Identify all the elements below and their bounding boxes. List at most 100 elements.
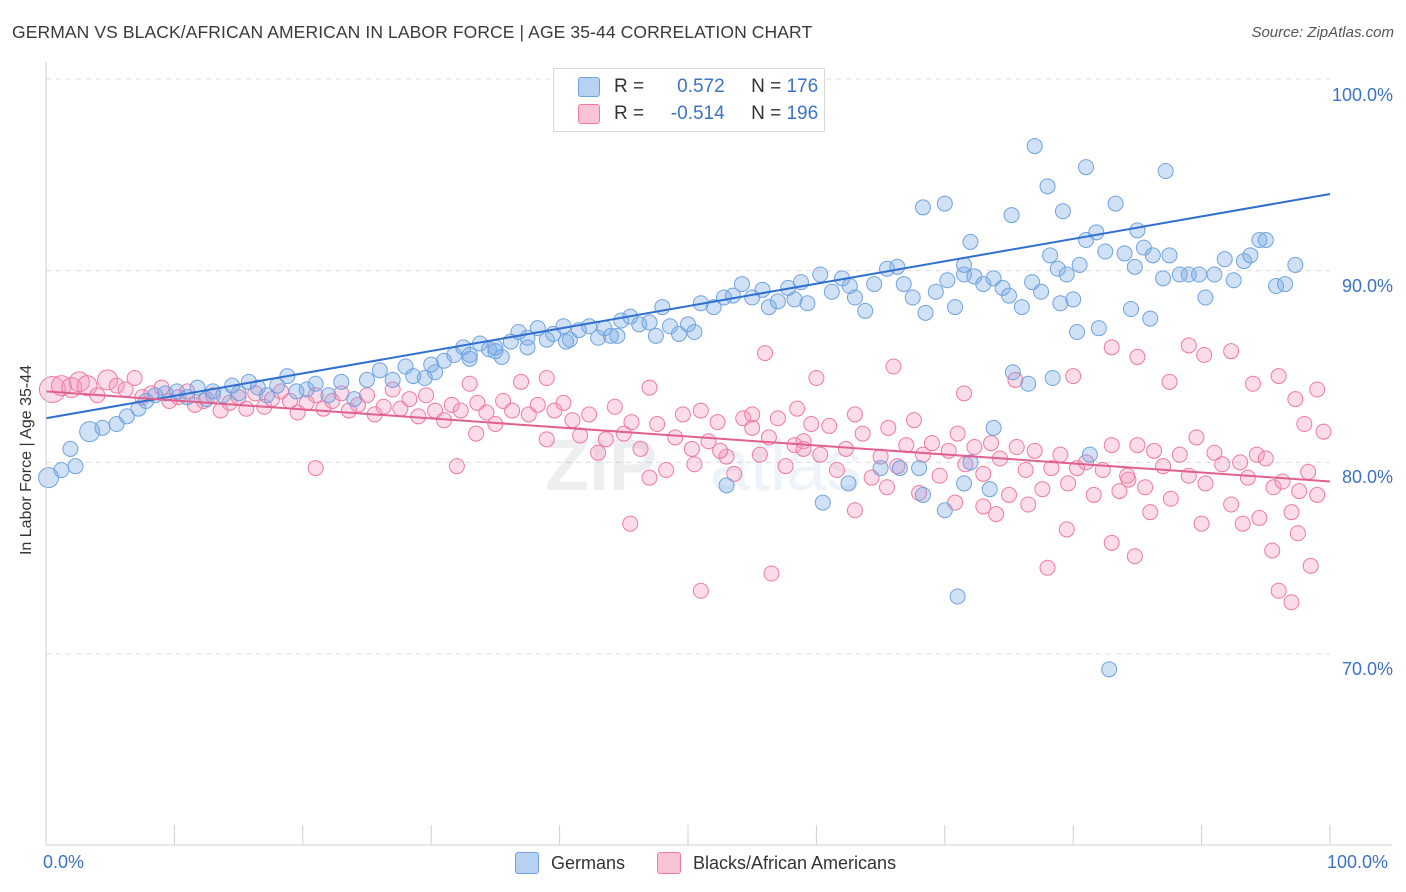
legend-item-germans[interactable]: Germans <box>515 852 625 874</box>
black-point <box>821 417 838 434</box>
german-point <box>62 440 79 457</box>
black-point <box>1197 475 1214 492</box>
german-point <box>590 329 607 346</box>
black-point <box>1296 416 1313 432</box>
german-point <box>823 283 840 300</box>
black-point <box>478 404 495 421</box>
black-point <box>931 467 948 484</box>
german-point <box>1065 291 1082 308</box>
german-point <box>1058 266 1075 283</box>
black-point <box>307 460 324 477</box>
german-point <box>904 289 921 306</box>
german-point <box>631 316 648 333</box>
black-point <box>777 458 794 475</box>
german-point <box>436 352 453 369</box>
german-point <box>705 299 722 316</box>
black-point <box>375 398 392 415</box>
black-point <box>443 396 460 413</box>
german-point <box>1197 289 1214 306</box>
german-point <box>1078 159 1095 176</box>
german-point <box>118 408 135 425</box>
black-point <box>1315 423 1332 440</box>
black-point <box>812 446 829 463</box>
german-point <box>914 486 931 503</box>
black-point <box>1171 446 1188 463</box>
black-point <box>1001 486 1017 503</box>
zipatlas-watermark: ZIP atlas <box>545 426 862 506</box>
black-point <box>1060 475 1077 492</box>
german-point <box>307 375 324 392</box>
german-point <box>647 327 664 344</box>
legend-r-value-german: 0.572 <box>677 76 725 97</box>
german-point <box>975 276 992 293</box>
black-point <box>1137 479 1154 496</box>
black-point <box>683 440 700 457</box>
black-point <box>1239 469 1256 486</box>
german-point <box>288 383 305 400</box>
german-point <box>914 199 931 216</box>
black-point <box>1264 542 1281 559</box>
german-point <box>1088 224 1105 241</box>
german-point <box>1171 266 1188 283</box>
black-point <box>108 377 125 394</box>
black-point <box>803 416 820 432</box>
legend-swatch-black <box>578 104 600 124</box>
legend-label-germans: Germans <box>551 852 626 873</box>
legend-item-blacks[interactable]: Blacks/African Americans <box>657 852 896 874</box>
german-point <box>67 458 84 475</box>
trend-line-german <box>45 193 1331 420</box>
german-point <box>769 293 786 310</box>
black-point <box>1085 486 1102 503</box>
y-tick-label-70: 70.0% <box>1341 659 1393 679</box>
german-point <box>1129 222 1146 239</box>
german-point <box>1001 287 1017 304</box>
grid-lines <box>46 78 1330 655</box>
german-point <box>895 276 912 293</box>
black-point <box>1162 490 1179 507</box>
black-point <box>658 462 675 478</box>
german-point <box>718 477 735 494</box>
black-point <box>590 444 607 461</box>
black-point <box>1223 343 1240 360</box>
black-point <box>238 400 255 417</box>
german-point <box>1235 253 1252 270</box>
black-point <box>564 412 581 429</box>
black-point <box>1058 521 1075 538</box>
german-point <box>857 302 874 319</box>
black-point <box>538 370 555 386</box>
black-point <box>956 385 973 402</box>
german-point <box>1107 195 1124 212</box>
german-point <box>461 350 478 367</box>
black-point <box>529 396 546 413</box>
black-point <box>808 370 825 386</box>
black-point <box>1008 439 1025 455</box>
black-point <box>513 373 530 390</box>
german-point <box>872 460 889 477</box>
german-point <box>1071 256 1088 273</box>
german-point <box>754 281 771 298</box>
black-point <box>555 394 572 411</box>
german-point <box>1155 270 1172 287</box>
german-point <box>461 347 478 363</box>
black-point <box>1039 559 1056 576</box>
black-point <box>1043 460 1060 477</box>
black-point <box>126 370 143 386</box>
german-point <box>427 364 444 381</box>
german-point <box>1052 295 1069 312</box>
black-point <box>1206 444 1223 461</box>
german-point <box>956 475 973 492</box>
black-point <box>1103 437 1120 454</box>
black-point <box>1103 339 1120 356</box>
black-point <box>686 456 703 473</box>
german-point <box>1026 138 1043 155</box>
german-point <box>1251 232 1268 248</box>
x-tick-label-max: 100.0% <box>1327 852 1389 872</box>
german-point <box>493 348 510 365</box>
german-point <box>1144 247 1161 264</box>
black-point <box>1180 337 1197 354</box>
black-point <box>1119 467 1136 484</box>
black-point <box>1291 483 1308 500</box>
black-point <box>1142 504 1159 521</box>
black-point <box>1251 509 1268 526</box>
german-point <box>814 494 831 511</box>
